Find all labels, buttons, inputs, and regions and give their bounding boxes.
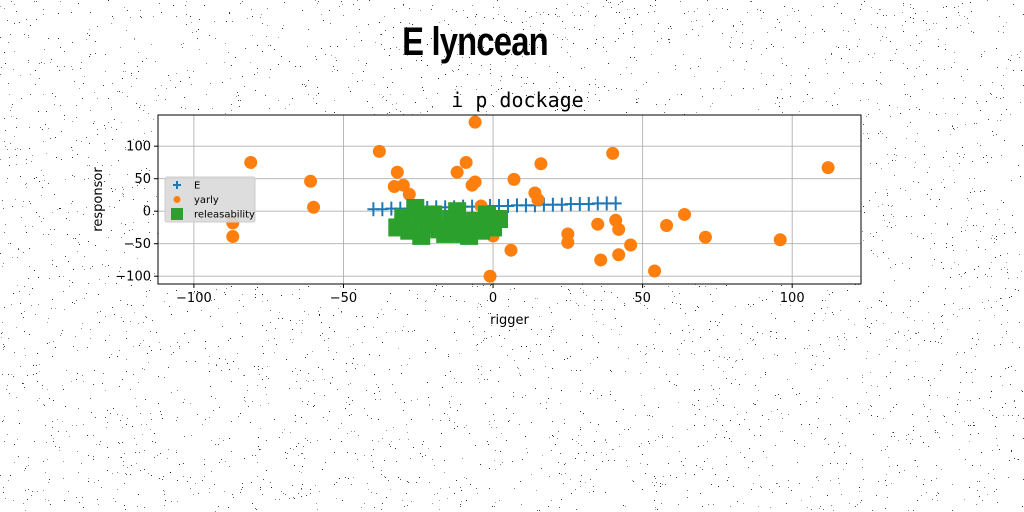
circle-marker <box>594 253 608 267</box>
y-axis-label: responsor <box>91 167 106 232</box>
circle-marker <box>307 200 321 214</box>
x-tick-label: 50 <box>634 291 651 306</box>
legend-label: yarly <box>194 195 219 206</box>
y-tick-label: 100 <box>126 140 151 155</box>
series-releasability <box>388 198 509 245</box>
circle-marker <box>821 161 835 175</box>
legend-label: E <box>194 181 200 192</box>
square-marker <box>454 224 473 243</box>
legend-entry-releasability: releasability <box>171 208 255 221</box>
circle-marker <box>450 165 464 179</box>
circle-marker <box>244 155 258 169</box>
circle-marker <box>606 146 620 160</box>
legend-entry-e: E <box>173 181 200 192</box>
circle-marker <box>483 269 497 283</box>
y-tick-label: 50 <box>134 172 151 187</box>
square-marker <box>412 207 431 226</box>
circle-marker <box>507 172 521 186</box>
x-tick-label: 0 <box>489 291 497 306</box>
circle-marker <box>390 165 404 179</box>
y-tick-label: −50 <box>124 237 151 252</box>
data-marks <box>226 115 835 283</box>
circle-marker <box>678 207 692 221</box>
legend-box <box>164 176 256 223</box>
circle-marker <box>591 217 605 231</box>
x-tick-label: 100 <box>780 291 805 306</box>
circle-marker <box>468 115 482 129</box>
circle-marker <box>372 144 386 158</box>
circle-marker <box>402 187 416 201</box>
square-marker <box>394 215 413 234</box>
chart-title: i p dockage <box>451 88 583 112</box>
y-tick-label: 0 <box>143 205 151 220</box>
plot-area <box>158 115 861 284</box>
series-yarly <box>226 115 835 283</box>
circle-marker <box>504 243 518 257</box>
circle-marker <box>660 219 674 232</box>
circle-marker <box>624 238 638 252</box>
circle-marker <box>612 222 626 236</box>
circle-marker <box>612 248 626 262</box>
square-marker <box>490 210 509 228</box>
circle-marker <box>561 235 575 249</box>
y-axis: −100 −50 0 50 100 <box>115 140 158 285</box>
circle-marker <box>304 174 318 188</box>
circle-marker <box>459 155 473 169</box>
plus-marker <box>609 196 622 211</box>
x-tick-label: −100 <box>176 291 212 306</box>
circle-marker <box>468 175 482 189</box>
x-tick-label: −50 <box>330 291 357 306</box>
circle-marker <box>648 264 662 278</box>
y-tick-label: −100 <box>115 270 151 285</box>
page-title: E lyncean <box>402 20 549 64</box>
circle-marker <box>534 157 548 171</box>
circle-marker <box>531 193 545 206</box>
circle-marker <box>698 230 712 244</box>
circle-marker <box>226 230 240 244</box>
square-marker <box>448 202 467 221</box>
legend-label: releasability <box>194 210 255 221</box>
plot-frame <box>157 114 862 285</box>
circle-marker <box>773 233 787 247</box>
x-axis-label: rigger <box>490 313 529 328</box>
legend-entry-yarly: yarly <box>173 195 219 206</box>
x-axis: −100 −50 0 50 100 <box>176 284 805 306</box>
